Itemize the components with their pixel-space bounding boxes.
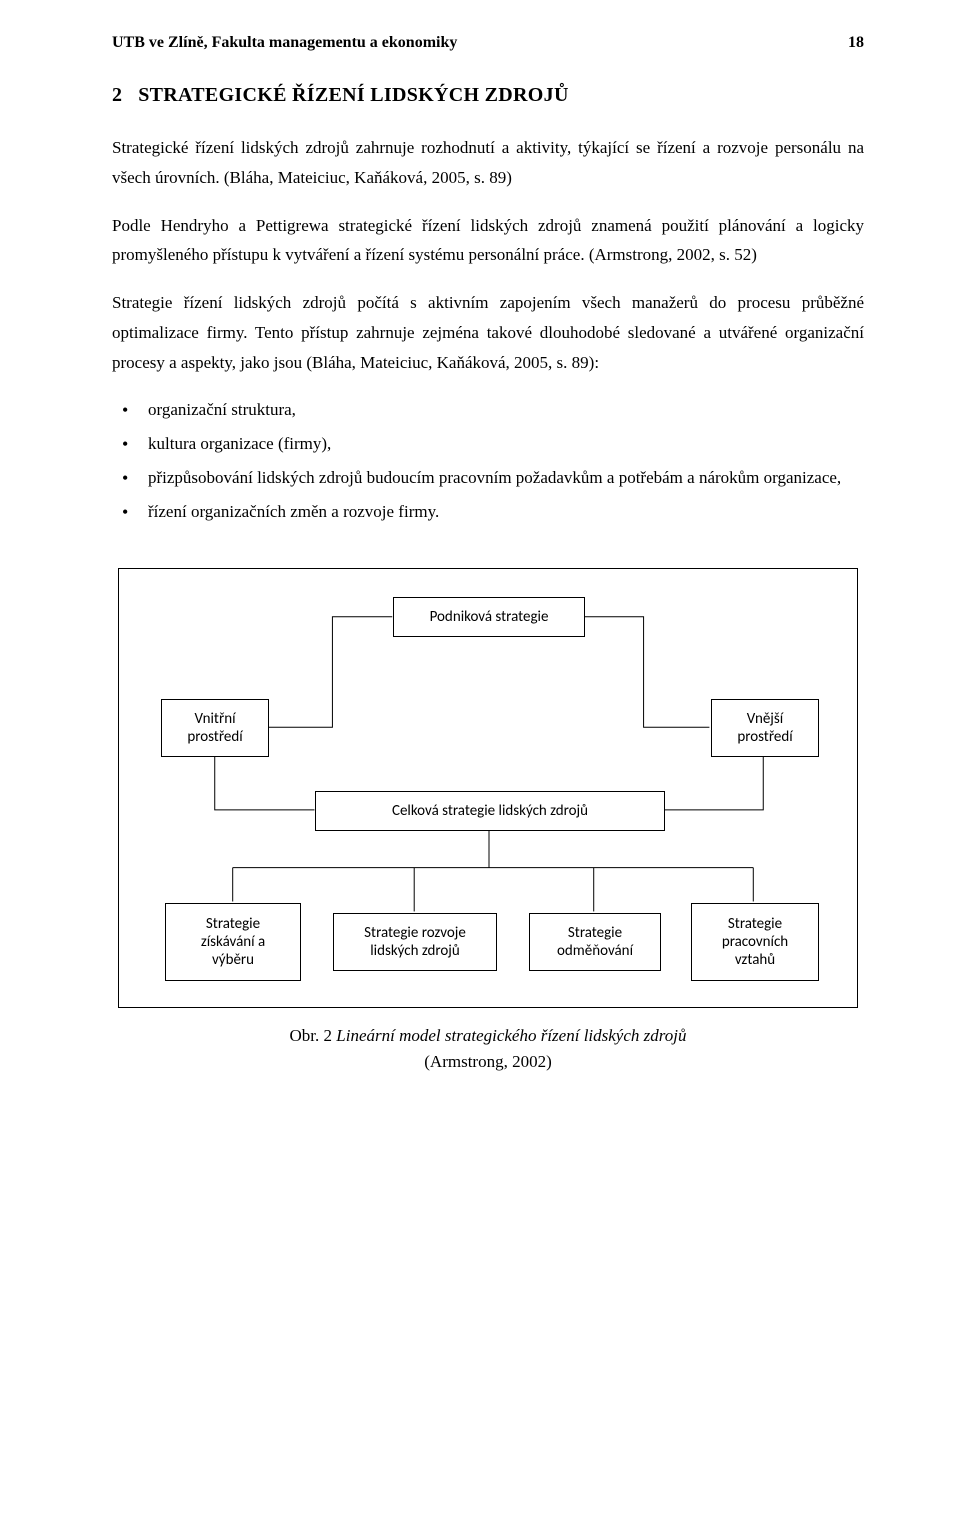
running-title: UTB ve Zlíně, Fakulta managementu a ekon… xyxy=(112,34,457,52)
list-item: organizační struktura, xyxy=(148,395,864,425)
figure-subcaption: (Armstrong, 2002) xyxy=(118,1052,858,1072)
diagram-node: Podniková strategie xyxy=(393,597,585,637)
section-number: 2 xyxy=(112,84,122,106)
list-item: přizpůsobování lidských zdrojů budoucím … xyxy=(148,463,864,493)
diagram-node: Strategiepracovníchvztahů xyxy=(691,903,819,981)
paragraph: Strategické řízení lidských zdrojů zahrn… xyxy=(112,133,864,193)
list-item: řízení organizačních změn a rozvoje firm… xyxy=(148,497,864,527)
running-head: UTB ve Zlíně, Fakulta managementu a ekon… xyxy=(112,34,864,52)
diagram-node: Strategie rozvojelidských zdrojů xyxy=(333,913,497,971)
list-item: kultura organizace (firmy), xyxy=(148,429,864,459)
diagram-node: Vnějšíprostředí xyxy=(711,699,819,757)
section-heading: 2 STRATEGICKÉ ŘÍZENÍ LIDSKÝCH ZDROJŮ xyxy=(112,84,864,107)
diagram-node: Strategiezískávání avýběru xyxy=(165,903,301,981)
diagram-node: Strategieodměňování xyxy=(529,913,661,971)
diagram-frame: Podniková strategie Vnitřníprostředí Vnějš… xyxy=(118,568,858,1008)
figure: Podniková strategie Vnitřníprostředí Vnějš… xyxy=(118,568,858,1072)
bullet-list: organizační struktura, kultura organizac… xyxy=(112,395,864,526)
section-title: STRATEGICKÉ ŘÍZENÍ LIDSKÝCH ZDROJŮ xyxy=(138,84,568,106)
page: UTB ve Zlíně, Fakulta managementu a ekon… xyxy=(0,0,960,1517)
diagram-node: Vnitřníprostředí xyxy=(161,699,269,757)
figure-caption-body: Lineární model strategického řízení lids… xyxy=(336,1026,686,1045)
figure-caption-lead: Obr. 2 xyxy=(290,1026,333,1045)
page-number: 18 xyxy=(848,34,864,52)
paragraph: Podle Hendryho a Pettigrewa strategické … xyxy=(112,211,864,271)
paragraph: Strategie řízení lidských zdrojů počítá … xyxy=(112,288,864,377)
diagram-node: Celková strategie lidských zdrojů xyxy=(315,791,665,831)
figure-caption: Obr. 2 Lineární model strategického říze… xyxy=(118,1026,858,1046)
